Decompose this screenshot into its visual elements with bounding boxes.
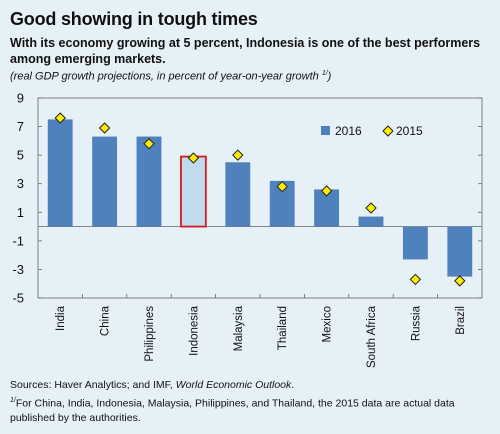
x-tick-label: India: [55, 305, 67, 331]
x-tick-label: Brazil: [455, 306, 467, 335]
bar-south-africa: [358, 216, 384, 227]
x-tick-label: China: [100, 305, 112, 336]
marker-malaysia: [232, 149, 244, 161]
x-tick-label: South Africa: [366, 305, 378, 368]
legend-label-2016: 2016: [335, 124, 362, 138]
bar-india: [47, 119, 73, 227]
sources-line: Sources: Haver Analytics; and IMF, World…: [10, 378, 494, 392]
marker-thailand: [276, 180, 288, 193]
chart-title: Good showing in tough times: [10, 9, 258, 29]
legend-marker-2015: [382, 125, 394, 137]
note-footnote-mark: 1/: [321, 70, 328, 77]
x-tick-label: Philippines: [144, 306, 156, 362]
sources-suffix: .: [291, 379, 295, 391]
y-tick-label: -5: [12, 291, 24, 306]
footnote-mark: 1/: [10, 397, 16, 404]
y-tick-label: 1: [17, 205, 24, 220]
marker-philippines: [143, 138, 155, 150]
marker-russia: [409, 273, 422, 286]
x-tick-label: Indonesia: [188, 305, 200, 355]
y-tick-label: 3: [17, 176, 24, 191]
marker-brazil: [454, 275, 466, 287]
legend-label-2015: 2015: [396, 124, 423, 138]
footnote: 1/For China, India, Indonesia, Malaysia,…: [10, 394, 494, 425]
bar-china: [92, 136, 118, 227]
legend-swatch-2016: [321, 126, 330, 135]
note-text: (real GDP growth projections, in percent…: [10, 70, 319, 83]
sources-prefix: Sources: Haver Analytics; and IMF,: [10, 379, 176, 391]
y-tick-label: 5: [17, 148, 24, 163]
marker-india: [54, 112, 66, 124]
x-tick-label: Mexico: [322, 306, 334, 342]
marker-china: [98, 122, 111, 134]
bar-indonesia: [180, 155, 207, 228]
marker-mexico: [320, 185, 333, 197]
bar-russia: [402, 226, 428, 260]
chart-subtitle: With its economy growing at 5 percent, I…: [10, 36, 481, 66]
bar-malaysia: [225, 162, 251, 227]
x-tick-label: Malaysia: [233, 305, 245, 351]
y-tick-label: -3: [12, 262, 24, 277]
y-tick-label: -1: [12, 233, 24, 248]
marker-south-africa: [365, 202, 377, 214]
footnote-text: For China, India, Indonesia, Malaysia, P…: [10, 397, 455, 424]
x-tick-label: Russia: [410, 305, 422, 341]
y-tick-label: 9: [17, 91, 24, 106]
chart-note: (real GDP growth projections, in percent…: [10, 70, 331, 83]
bar-brazil: [447, 226, 473, 277]
y-tick-label: 7: [17, 119, 24, 134]
note-close: ): [327, 70, 332, 83]
sources-italic: World Economic Outlook: [175, 379, 292, 391]
bar-philippines: [136, 136, 162, 227]
x-tick-label: Thailand: [277, 306, 289, 350]
marker-indonesia: [187, 152, 200, 164]
